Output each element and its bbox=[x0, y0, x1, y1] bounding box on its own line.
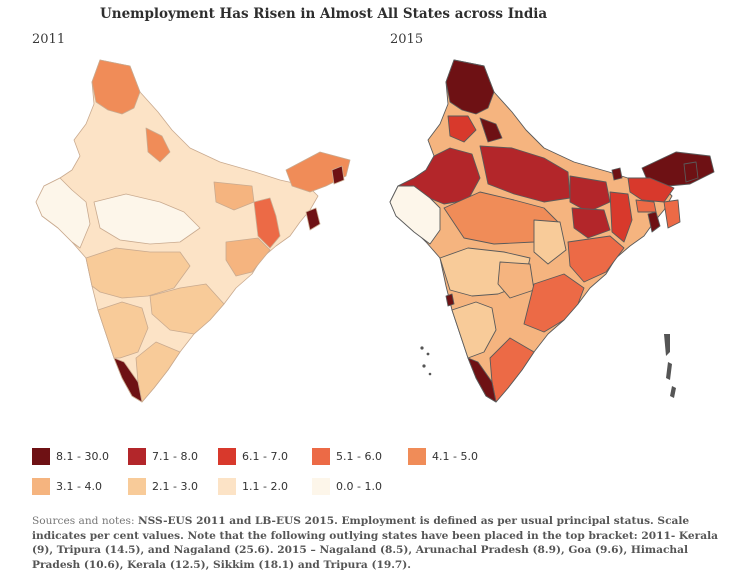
map-2011 bbox=[35, 59, 351, 403]
legend-label: 7.1 - 8.0 bbox=[152, 449, 198, 463]
region-sikkim bbox=[611, 167, 623, 181]
legend-item: 7.1 - 8.0 bbox=[128, 446, 198, 466]
region-bihar bbox=[569, 175, 611, 213]
region-nagaland bbox=[331, 165, 345, 185]
legend-item: 6.1 - 7.0 bbox=[218, 446, 288, 466]
legend-label: 1.1 - 2.0 bbox=[242, 479, 288, 493]
region-odisha bbox=[225, 237, 271, 277]
region-telangana bbox=[497, 261, 535, 299]
legend-item: 0.0 - 1.0 bbox=[312, 476, 382, 496]
map-year-label-2015: 2015 bbox=[390, 32, 424, 47]
region-gujarat bbox=[389, 185, 441, 245]
notes-lead: Sources and notes: bbox=[32, 515, 135, 527]
region-tripura bbox=[647, 211, 661, 233]
legend-label: 8.1 - 30.0 bbox=[56, 449, 109, 463]
region-jharkhand bbox=[571, 207, 611, 239]
legend-label: 0.0 - 1.0 bbox=[336, 479, 382, 493]
legend-swatch bbox=[408, 447, 426, 465]
region-andhra bbox=[523, 273, 585, 333]
region-maharashtra bbox=[85, 247, 191, 299]
chart-title: Unemployment Has Risen in Almost All Sta… bbox=[100, 6, 548, 22]
region-gujarat bbox=[35, 177, 91, 249]
region-andhra bbox=[149, 283, 225, 335]
region-odisha bbox=[567, 235, 625, 283]
legend-swatch bbox=[32, 447, 50, 465]
region-himachal bbox=[479, 117, 503, 143]
legend-label: 3.1 - 4.0 bbox=[56, 479, 102, 493]
region-kerala bbox=[113, 357, 143, 403]
legend-swatch bbox=[312, 477, 330, 495]
map-2015 bbox=[389, 59, 715, 403]
legend-swatch bbox=[218, 477, 236, 495]
region-west-bengal bbox=[253, 197, 281, 249]
region-madhya-pradesh bbox=[93, 193, 201, 245]
region-nagaland bbox=[683, 161, 699, 183]
region-meghalaya bbox=[635, 199, 657, 213]
legend-item: 5.1 - 6.0 bbox=[312, 446, 382, 466]
legend-item: 2.1 - 3.0 bbox=[128, 476, 198, 496]
notes-body: NSS-EUS 2011 and LB-EUS 2015. Employment… bbox=[32, 515, 718, 571]
region-jammu-kashmir bbox=[445, 59, 495, 115]
region-west-bengal bbox=[609, 191, 633, 243]
legend-label: 5.1 - 6.0 bbox=[336, 449, 382, 463]
region-bihar bbox=[213, 181, 255, 211]
legend-item: 8.1 - 30.0 bbox=[32, 446, 109, 466]
source-notes: Sources and notes: NSS-EUS 2011 and LB-E… bbox=[32, 514, 720, 572]
region-goa bbox=[445, 293, 455, 307]
legend-label: 4.1 - 5.0 bbox=[432, 449, 478, 463]
region-uttarakhand bbox=[145, 127, 171, 163]
legend-swatch bbox=[32, 477, 50, 495]
legend-item: 4.1 - 5.0 bbox=[408, 446, 478, 466]
legend-swatch bbox=[128, 477, 146, 495]
region-jammu-kashmir bbox=[91, 59, 141, 115]
region-karnataka bbox=[451, 301, 497, 359]
map-year-label-2011: 2011 bbox=[32, 32, 66, 47]
islands bbox=[420, 334, 676, 398]
region-kerala bbox=[467, 357, 497, 403]
legend-swatch bbox=[128, 447, 146, 465]
legend-label: 2.1 - 3.0 bbox=[152, 479, 198, 493]
legend-item: 3.1 - 4.0 bbox=[32, 476, 102, 496]
legend-label: 6.1 - 7.0 bbox=[242, 449, 288, 463]
legend-swatch bbox=[312, 447, 330, 465]
legend-swatch bbox=[218, 447, 236, 465]
region-tripura bbox=[305, 207, 321, 231]
region-chhattisgarh bbox=[533, 219, 567, 265]
region-punjab bbox=[447, 115, 477, 143]
region-mizoram bbox=[663, 199, 681, 229]
legend-item: 1.1 - 2.0 bbox=[218, 476, 288, 496]
region-karnataka bbox=[97, 301, 149, 359]
